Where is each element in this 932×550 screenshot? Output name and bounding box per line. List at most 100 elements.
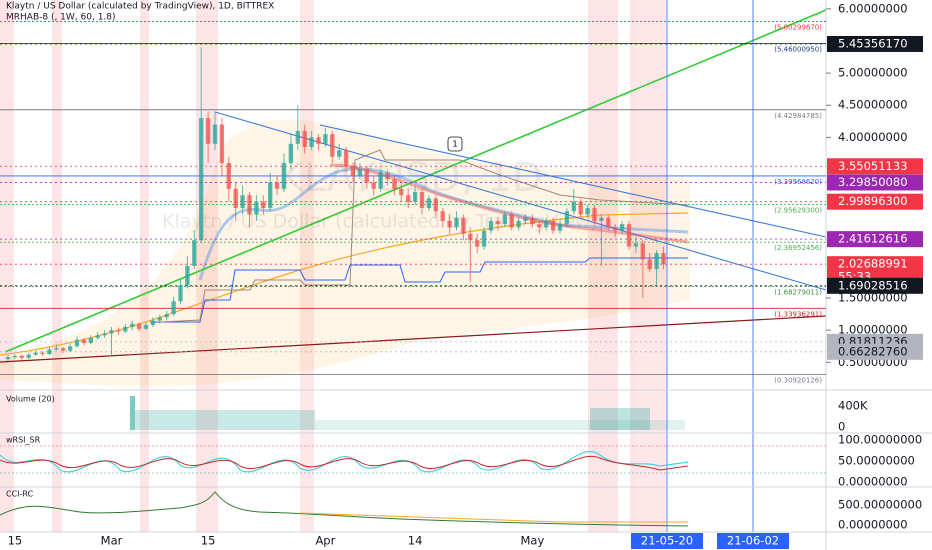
date-badge-label: 21-05-20	[641, 534, 693, 548]
candle-body	[406, 195, 411, 202]
candle-body	[571, 201, 576, 212]
candle-body	[357, 169, 363, 176]
candle-body	[530, 217, 535, 225]
candle-body	[157, 317, 162, 321]
price-badge	[827, 174, 923, 191]
candle-body	[199, 118, 204, 241]
candle-body	[330, 134, 335, 157]
candle-body	[88, 337, 93, 344]
candle-body	[323, 134, 328, 144]
level-label: (2.95629300)	[774, 206, 822, 214]
price-badge-label: 3.55051133	[838, 159, 908, 173]
candle-body	[647, 259, 652, 270]
candle-body	[178, 285, 183, 302]
candle-body	[613, 227, 618, 231]
level-label: (1.33936291)	[774, 310, 822, 318]
candle-body	[67, 346, 73, 351]
candle-body	[537, 224, 542, 228]
candle-body	[254, 201, 259, 215]
date-badge-label: 21-06-02	[727, 534, 779, 548]
x-tick-label: May	[521, 534, 545, 548]
pane-label: wRSI_SR	[6, 436, 41, 445]
candle-body	[81, 339, 87, 344]
candle-body	[268, 182, 273, 209]
candle-body	[337, 150, 342, 157]
candle-body	[233, 188, 238, 209]
candle-body	[150, 320, 156, 326]
x-tick-label: Mar	[101, 534, 123, 548]
candle-body	[599, 217, 604, 221]
candle-body	[295, 130, 300, 144]
candle-body	[54, 348, 59, 350]
candles	[5, 47, 666, 362]
level-label: (5.80299670)	[774, 24, 822, 32]
pane-tick-label: 0.00000000	[838, 475, 908, 489]
level-label: (1.68279011)	[774, 288, 822, 296]
candle-body	[468, 233, 473, 241]
pane-label: Volume (20)	[6, 395, 55, 404]
trend-line-brown	[0, 315, 827, 363]
date-badge	[717, 533, 789, 549]
level-label: (2.36952456)	[774, 244, 822, 252]
y-tick-label: 5.00000000	[838, 66, 908, 80]
candle-body	[378, 172, 383, 189]
candle-body	[654, 253, 659, 270]
candle-body	[578, 201, 583, 215]
level-label: (3.39968620)	[774, 178, 822, 186]
price-badge-label: 1.69028516	[838, 278, 908, 292]
x-tick-label: Apr	[315, 534, 335, 548]
envelope	[0, 119, 690, 387]
candle-body	[261, 201, 266, 209]
candle-body	[343, 150, 349, 167]
price-badge-label: 2.99896300	[838, 194, 908, 208]
candle-body	[447, 220, 452, 228]
candle-body	[488, 220, 494, 231]
y-tick-label: 1.50000000	[838, 291, 908, 305]
candle-body	[240, 195, 245, 209]
candle-body	[219, 124, 225, 164]
candle-body	[5, 357, 11, 360]
trend-line-blue-2	[319, 124, 827, 238]
session-bands	[0, 0, 666, 532]
pane-tick-label: 100.00000000	[838, 433, 922, 447]
candle-body	[481, 230, 487, 247]
candle-body	[205, 118, 211, 144]
candle-body	[426, 198, 432, 209]
candle-body	[385, 172, 390, 180]
level-label: (0.30920126)	[774, 377, 822, 385]
price-badge	[827, 158, 923, 175]
candle-body	[247, 195, 252, 215]
price-badge	[827, 193, 923, 210]
candle-body	[640, 243, 645, 260]
candle-body	[592, 208, 597, 221]
candle-body	[557, 224, 563, 231]
pane-tick-label: 0	[838, 420, 845, 434]
candle-body	[564, 211, 570, 225]
candle-body	[516, 220, 521, 228]
candle-body	[95, 335, 100, 338]
candle-body	[102, 333, 107, 336]
y-tick-label: 1.00000000	[838, 323, 908, 337]
candle-body	[475, 240, 480, 247]
candle-body	[309, 137, 314, 148]
price-badge-label: 3.29850080	[838, 175, 908, 189]
x-tick-label: 14	[408, 534, 423, 548]
price-badge-label: 5.45356170	[838, 36, 908, 50]
candle-body	[509, 214, 514, 228]
trend-line-green	[4, 9, 827, 353]
candle-body	[399, 188, 404, 196]
pane-label: CCI-RC	[6, 490, 34, 499]
candle-body	[523, 217, 528, 221]
candle-body	[130, 323, 135, 327]
candle-body	[274, 182, 280, 189]
candle-body	[302, 130, 307, 148]
annotation: 1	[452, 140, 457, 149]
candle-body	[585, 208, 590, 215]
y-tick-label: 4.00000000	[838, 130, 908, 144]
candle-body	[454, 217, 459, 228]
level-label: (5.46000950)	[774, 46, 822, 54]
annotation-box	[447, 136, 463, 152]
step-line-2	[159, 149, 689, 323]
date-badge	[631, 533, 703, 549]
